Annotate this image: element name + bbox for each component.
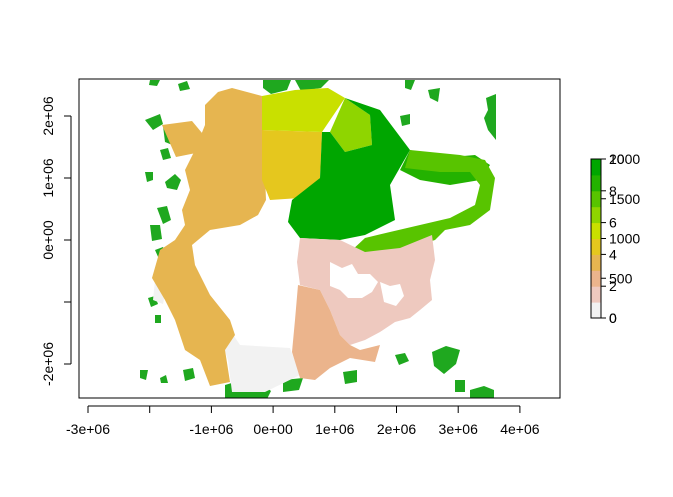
legend-color-step xyxy=(591,238,601,255)
plot-frame xyxy=(78,78,561,399)
region-yellow xyxy=(262,130,322,200)
legend-color-step xyxy=(591,254,601,271)
legend-label: 1000 xyxy=(609,231,640,247)
x-tick-label: 1e+06 xyxy=(315,421,355,437)
legend-label: 0 xyxy=(609,310,617,326)
legend-label: 0 xyxy=(609,310,617,326)
region-tan-west xyxy=(152,88,266,386)
legend-label: 6 xyxy=(609,215,617,231)
legend-color-step xyxy=(591,222,601,239)
legend-label: 500 xyxy=(609,270,633,286)
region-green-arc xyxy=(350,150,495,262)
x-tick-label: 3e+06 xyxy=(439,421,479,437)
y-axis: -2e+06 0e+00 1e+06 2e+06 xyxy=(40,96,72,386)
legend-color-step xyxy=(591,270,601,287)
y-tick-label: -2e+06 xyxy=(40,342,56,386)
region-grey xyxy=(210,300,300,392)
y-tick-label: 1e+06 xyxy=(40,158,56,198)
legend-color-step xyxy=(591,159,601,176)
legend-label: 2 xyxy=(609,278,617,294)
legend-color-step xyxy=(591,190,601,208)
region-salmon xyxy=(292,285,380,380)
x-axis: -3e+06 -1e+06 0e+00 1e+06 2e+06 3e+06 4e+06 xyxy=(66,405,540,437)
x-tick-label: 2e+06 xyxy=(377,421,417,437)
x-tick-label: 0e+00 xyxy=(253,421,293,437)
legend-label: 10 xyxy=(609,151,625,167)
y-tick-label: 2e+06 xyxy=(40,96,56,136)
legend-color-step xyxy=(591,206,601,224)
legend-label: 1500 xyxy=(609,191,640,207)
x-tick-label: -3e+06 xyxy=(66,421,110,437)
map-region xyxy=(140,80,520,398)
y-tick-label: 0e+00 xyxy=(40,220,56,260)
legend-label: 8 xyxy=(609,183,617,199)
legend-color-step xyxy=(591,286,601,303)
region-yellow-green xyxy=(262,88,345,132)
region-light-green xyxy=(330,98,372,152)
region-dark-green xyxy=(288,98,410,240)
legend-color-step xyxy=(591,174,601,192)
legend-label: 4 xyxy=(609,246,617,262)
legend-color-step xyxy=(591,302,601,319)
x-tick-label: 4e+06 xyxy=(500,421,540,437)
x-tick-label: -1e+06 xyxy=(189,421,233,437)
legend-label: 2000 xyxy=(609,151,640,167)
